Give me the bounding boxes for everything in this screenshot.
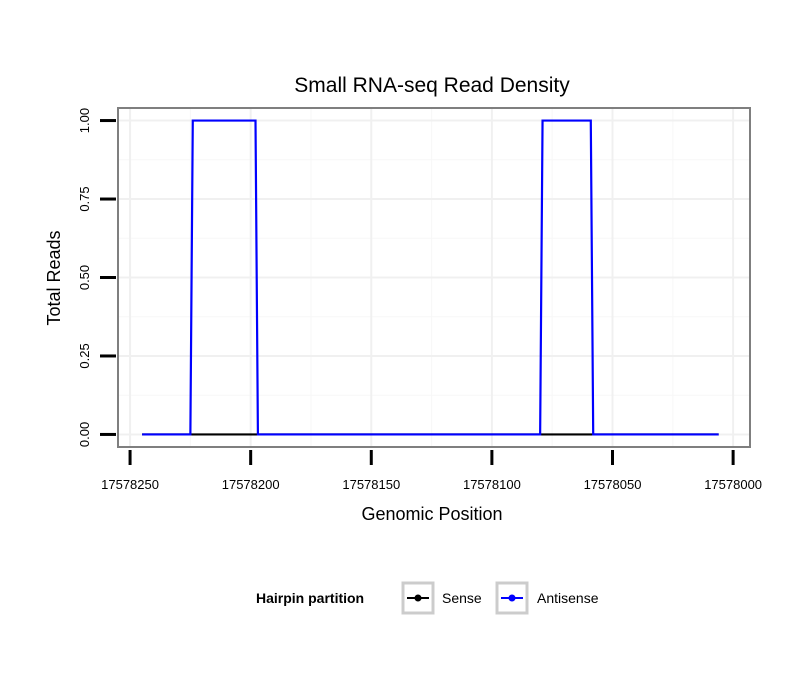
x-tick-label: 17578150: [342, 477, 400, 492]
y-tick-label: 0.50: [77, 265, 92, 290]
legend-point-sense: [414, 594, 422, 602]
chart-title: Small RNA-seq Read Density: [294, 74, 570, 97]
legend-label-antisense: Antisense: [537, 590, 599, 606]
legend-point-antisense: [508, 594, 516, 602]
y-tick-label: 0.00: [77, 422, 92, 447]
x-tick-label: 17578200: [222, 477, 280, 492]
y-tick-label: 1.00: [77, 108, 92, 133]
y-tick-label: 0.25: [77, 343, 92, 368]
legend-title: Hairpin partition: [256, 590, 364, 606]
series-line-antisense: [142, 119, 719, 436]
x-tick-label: 17578050: [584, 477, 642, 492]
plot-panel-border: [117, 107, 751, 448]
y-axis-title: Total Reads: [44, 230, 64, 325]
x-tick-label: 17578250: [101, 477, 159, 492]
legend: Hairpin partition Sense Antisense: [256, 581, 599, 615]
x-axis-title: Genomic Position: [361, 504, 502, 524]
y-tick-label: 0.75: [77, 186, 92, 211]
x-tick-label: 17578000: [704, 477, 762, 492]
x-tick-label: 17578100: [463, 477, 521, 492]
legend-label-sense: Sense: [442, 590, 482, 606]
